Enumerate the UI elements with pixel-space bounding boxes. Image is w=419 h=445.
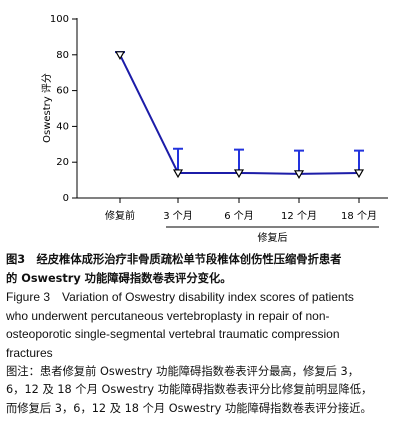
error-bar	[234, 148, 244, 173]
caption-cn: 图3 经皮椎体成形治疗非骨质疏松单节段椎体创伤性压缩骨折患者	[6, 253, 342, 266]
marker	[114, 51, 126, 61]
x-tick-label: 修复前	[105, 209, 135, 222]
error-bar	[173, 147, 183, 173]
y-axis-label: Oswestry 评分	[41, 73, 53, 143]
chart: Oswestry 评分 0 20 40 60 80 100 修复前 3 个月 6 个月 12 个月…	[41, 14, 388, 244]
x-tick-label: 3 个月	[163, 210, 193, 222]
y-tick-label: 80	[56, 50, 69, 61]
marker	[293, 170, 305, 180]
error-bar	[354, 149, 364, 173]
error-bar	[294, 149, 304, 174]
caption-en: Figure 3 Variation of Oswestry disabilit…	[6, 290, 354, 305]
x-tick-label: 18 个月	[341, 210, 377, 222]
caption-note: 6，12 及 18 个月 Oswestry 功能障碍指数卷表评分比修复前明显降低…	[6, 383, 373, 397]
marker	[233, 169, 245, 179]
caption-note: 图注：患者修复前 Oswestry 功能障碍指数卷表评分最高，修复后 3，	[6, 364, 359, 378]
marker	[353, 169, 365, 179]
caption-note: 而修复后 3，6，12 及 18 个月 Oswestry 功能障碍指数卷表评分接…	[6, 401, 372, 415]
caption-en: who underwent percutaneous vertebroplast…	[6, 308, 330, 323]
caption: 图3 经皮椎体成形治疗非骨质疏松单节段椎体创伤性压缩骨折患者的 Oswestry…	[6, 251, 418, 418]
caption-en: fractures	[6, 345, 53, 360]
caption-en: osteoporotic single-segmental vertebral …	[6, 327, 340, 342]
y-tick-label: 60	[56, 86, 69, 97]
caption-cn: 的 Oswestry 功能障碍指数卷表评分变化。	[6, 271, 232, 285]
x-tick-label: 6 个月	[224, 210, 254, 222]
x-group-label: 修复后	[258, 231, 288, 244]
y-tick-label: 20	[56, 157, 69, 168]
y-tick-label: 0	[63, 193, 69, 204]
y-tick-label: 100	[50, 14, 69, 25]
x-tick-label: 12 个月	[281, 210, 317, 222]
y-tick-label: 40	[56, 121, 69, 132]
marker	[172, 169, 184, 179]
